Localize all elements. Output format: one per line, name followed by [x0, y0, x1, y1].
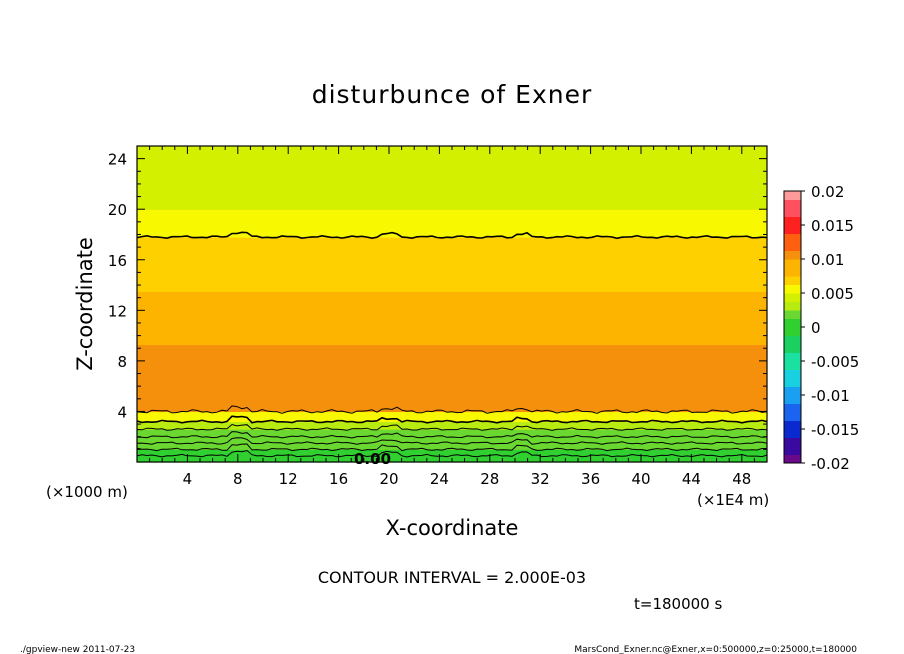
colorbar-swatch [784, 429, 801, 438]
colorbar-swatch [784, 216, 801, 226]
contour-line [136, 449, 768, 458]
contour-line [136, 423, 768, 431]
colorbar-tick-label: 0.015 [811, 217, 854, 235]
colorbar-swatch [784, 284, 801, 294]
time-label: t=180000 s [634, 595, 722, 613]
colorbar-tick-label: 0.01 [811, 251, 844, 269]
y-unit-label: (×1000 m) [46, 483, 128, 501]
x-tick-label: 20 [379, 470, 398, 488]
y-tick-label: 12 [108, 302, 127, 320]
colorbar-swatch [784, 454, 801, 464]
colorbar-swatch [784, 233, 801, 243]
colorbar-tick-label: -0.01 [811, 387, 850, 405]
colorbar-swatch [784, 386, 801, 396]
x-tick-label: 16 [329, 470, 348, 488]
colorbar-swatch [784, 335, 801, 345]
colorbar: 0.02 0.015 0.01 0.005 0 -0.005 -0.01 -0.015 -0.0… [783, 183, 859, 473]
contour-line [136, 415, 768, 424]
x-tick-label: 28 [480, 470, 499, 488]
x-tick-label: 36 [581, 470, 600, 488]
colorbar-swatch [784, 276, 801, 285]
colorbar-swatch [784, 344, 801, 353]
colorbar-swatch [784, 420, 801, 430]
contour-band [137, 421, 767, 430]
contour-line [136, 431, 768, 439]
colorbar-swatch [784, 310, 801, 319]
colorbar-tick-label: 0.02 [811, 183, 844, 201]
colorbar-tick-label: -0.005 [811, 353, 859, 371]
colorbar-swatch [784, 301, 801, 311]
colorbar-swatch [784, 259, 801, 268]
footer-left: ./gpview-new 2011-07-23 [20, 645, 135, 654]
colorbar-swatch [784, 437, 801, 447]
colorbar-swatch [784, 208, 801, 217]
colorbar-swatch [784, 199, 801, 209]
plot-area [136, 145, 768, 463]
y-axis-label: Z-coordinate [73, 237, 97, 371]
contour-band [137, 411, 767, 423]
x-tick-label: 40 [631, 470, 650, 488]
footer-right: MarsCond_Exner.nc@Exner,x=0:500000,z=0:2… [574, 645, 857, 654]
x-unit-label: (×1E4 m) [697, 491, 769, 509]
colorbar-swatch [784, 327, 801, 336]
x-axis-label: X-coordinate [386, 516, 519, 540]
contour-band [137, 429, 767, 438]
y-tick-label: 20 [108, 201, 127, 219]
contour-band [137, 237, 767, 292]
y-tick-label: 24 [108, 151, 127, 169]
contour-band [137, 291, 767, 346]
contour-line [136, 437, 768, 445]
contour-band [137, 146, 767, 210]
y-tick-label: 8 [117, 353, 127, 371]
colorbar-swatch [784, 369, 801, 379]
colorbar-swatch [784, 267, 801, 277]
colorbar-swatch [784, 293, 801, 302]
y-tick-label: 16 [108, 252, 127, 270]
colorbar-swatch [784, 242, 801, 251]
colorbar-swatch [784, 412, 801, 421]
contour-band [137, 436, 767, 444]
colorbar-tick-label: -0.02 [811, 455, 850, 473]
x-tick-label: 4 [183, 470, 193, 488]
contour-line [136, 231, 768, 240]
contour-band [137, 443, 767, 450]
colorbar-tick-label: -0.015 [811, 421, 859, 439]
x-tick-label: 8 [233, 470, 243, 488]
colorbar-swatch [784, 250, 801, 260]
colorbar-swatch [784, 361, 801, 370]
x-tick-label: 24 [430, 470, 449, 488]
colorbar-swatch [784, 225, 801, 234]
colorbar-swatch [784, 446, 801, 455]
colorbar-swatch [784, 352, 801, 362]
contour-label: 0.00 [354, 450, 391, 468]
x-tick-label: 12 [279, 470, 298, 488]
y-tick-label: 4 [117, 403, 127, 421]
x-tick-label: 44 [682, 470, 701, 488]
contour-line [136, 405, 768, 414]
contour-band [137, 344, 767, 413]
contour-interval-note: CONTOUR INTERVAL = 2.000E-03 [318, 568, 586, 587]
colorbar-swatch [784, 318, 801, 328]
colorbar-swatch [784, 395, 801, 404]
x-tick-label: 32 [531, 470, 550, 488]
colorbar-swatch [784, 378, 801, 387]
colorbar-swatch [784, 191, 801, 200]
contour-line [136, 443, 767, 452]
colorbar-swatch [784, 403, 801, 413]
colorbar-tick-label: 0 [811, 319, 821, 337]
colorbar-tick-label: 0.005 [811, 285, 854, 303]
x-tick-label: 48 [732, 470, 751, 488]
chart-title: disturbunce of Exner [312, 80, 593, 109]
contour-band [137, 449, 767, 457]
